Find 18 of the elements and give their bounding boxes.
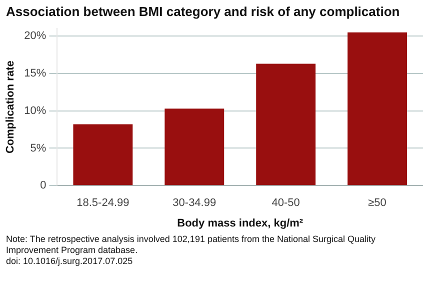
bar — [348, 32, 407, 186]
y-tick-label: 15% — [24, 67, 46, 80]
bar — [73, 124, 133, 186]
y-tick-label: 20% — [24, 30, 46, 42]
text: Note: The retrospective analysis involved 102,191 patients from the National Surgical Quality Improvement Program database. — [6, 234, 377, 256]
x-axis-title: Body mass index, kg/m² — [177, 217, 304, 230]
y-tick-label: 5% — [30, 142, 46, 154]
y-tick-label: 0 — [40, 180, 46, 192]
chart-title: Association between BMI category and risk of any complication — [5, 3, 401, 19]
text: doi: 10.1016/j.surg.2017.07.025 — [6, 256, 134, 267]
bar — [164, 108, 224, 186]
y-tick-label: 10% — [24, 104, 46, 117]
x-tick-label: 40-50 — [272, 197, 300, 210]
x-tick-label: 30-34.99 — [172, 197, 216, 210]
bar — [256, 64, 316, 186]
y-axis-title: Complication rate — [4, 60, 17, 154]
x-tick-label: 18.5-24.99 — [76, 197, 130, 210]
x-tick-label: ≥50 — [368, 197, 386, 210]
